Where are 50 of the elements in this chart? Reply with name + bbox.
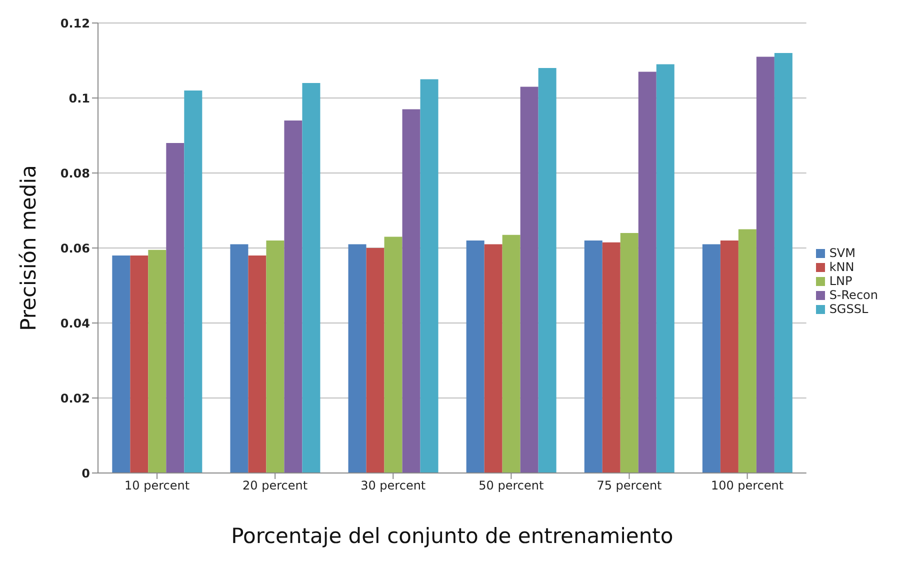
bar — [638, 72, 656, 473]
bar — [284, 120, 302, 473]
bar — [230, 244, 248, 473]
x-tick-label: 30 percent — [360, 478, 426, 493]
bar — [702, 244, 720, 473]
bar — [302, 83, 320, 473]
bar — [756, 56, 774, 473]
bar — [602, 242, 620, 473]
bar — [184, 90, 202, 473]
legend-label: kNN — [829, 260, 854, 274]
bar — [166, 143, 184, 473]
bar — [348, 244, 366, 473]
bar — [520, 86, 538, 473]
bar — [266, 240, 284, 473]
legend-label: SVM — [829, 246, 856, 260]
y-axis-title: Precisión media — [16, 165, 40, 331]
y-tick-label: 0 — [82, 466, 90, 480]
bar — [384, 236, 402, 473]
y-tick-label: 0.08 — [60, 166, 90, 180]
y-tick-label: 0.1 — [68, 91, 90, 106]
bar — [774, 53, 792, 473]
y-tick-label: 0.02 — [60, 391, 90, 406]
bar — [502, 234, 520, 473]
bar — [420, 79, 438, 473]
y-tick-label: 0.12 — [60, 16, 90, 30]
bar — [248, 256, 266, 473]
bar — [656, 64, 674, 473]
x-tick-label: 10 percent — [124, 478, 190, 493]
bar — [584, 240, 602, 473]
bar — [720, 240, 738, 473]
bar — [538, 68, 556, 473]
x-tick-label: 100 percent — [710, 478, 784, 493]
y-tick-label: 0.04 — [60, 316, 90, 330]
bar — [484, 244, 502, 473]
bar — [738, 229, 756, 473]
bar — [130, 256, 148, 473]
x-tick-label: 50 percent — [478, 478, 544, 493]
x-tick-label: 20 percent — [242, 478, 308, 493]
bar — [148, 250, 166, 473]
bar — [366, 248, 384, 473]
bar — [620, 233, 638, 473]
legend-label: LNP — [829, 274, 852, 288]
x-axis-title: Porcentaje del conjunto de entrenamiento — [231, 524, 674, 548]
bar — [466, 240, 484, 473]
bar — [402, 109, 420, 473]
legend-label: S-Recon — [829, 288, 878, 302]
legend-label: SGSSL — [829, 302, 868, 316]
bar — [112, 256, 130, 473]
y-tick-label: 0.06 — [60, 241, 90, 256]
x-tick-label: 75 percent — [596, 478, 662, 493]
